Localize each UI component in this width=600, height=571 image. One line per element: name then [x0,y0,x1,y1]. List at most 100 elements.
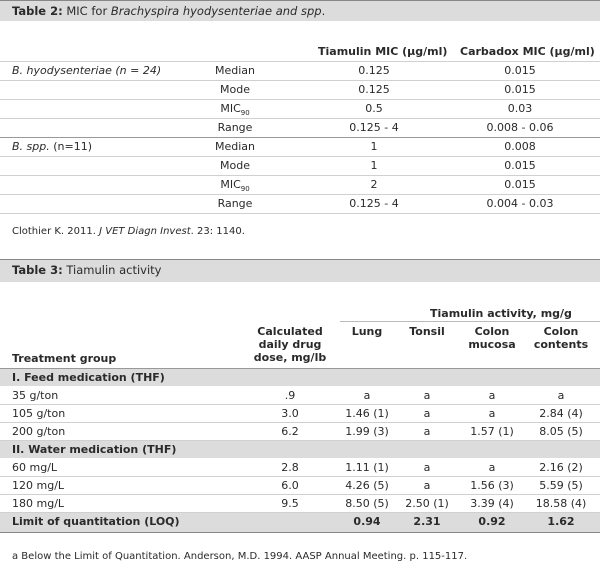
table3-cell-lung: 1.99 (3) [345,425,389,438]
table2-stat-text: Range [217,121,253,134]
table2-stat-label: MIC90 [195,178,275,193]
table2-source-italic: J VET Diagn Invest [99,226,191,237]
table3-cell-contents: 2.84 (4) [539,407,583,420]
table2-source: Clothier K. 2011. J VET Diagn Invest. 23… [12,226,245,237]
table3-treatment-group: 180 mg/L [12,497,65,510]
table2-cell-carbadox: 0.004 - 0.03 [486,197,554,210]
table2-stat-text: MIC [220,102,241,115]
table2-cell-tiamulin: 0.125 - 4 [349,197,399,210]
table3-row-rule [0,494,600,495]
table3-cell-contents: 2.16 (2) [539,461,583,474]
table3-cell-tonsil: a [423,407,431,420]
table2-stat-text: Mode [220,83,250,96]
table3-col-contents: Colon contents [527,325,595,351]
table2-stat-text: Median [214,64,255,77]
table3-super-header: Tiamulin activity, mg/g [430,307,572,320]
table2-title-suffix: . [321,4,326,18]
table3-title-prefix: Table 3: [12,263,63,277]
table2-group-name-italic: B. hyodysenteriae (n = 24) [12,64,162,77]
table2-col-tiamulin: Tiamulin MIC (µg/ml) [318,45,448,58]
table2-title-text: MIC for [66,4,111,18]
table3-cell-contents: a [557,389,565,402]
table2-cell-tiamulin: 0.5 [365,102,383,115]
table3-cell-tonsil: 2.50 (1) [405,497,449,510]
table2-cell-carbadox: 0.008 [504,140,536,153]
table2-row-rule [0,118,600,119]
table3-col-dose: Calculated daily drug dose, mg/lb [250,325,330,364]
table3-cell-tonsil: a [423,389,431,402]
table3-row-rule [0,440,600,441]
table3-title: Table 3: Tiamulin activity [12,263,162,277]
table2-stat-label: Range [195,197,275,210]
table2-cell-tiamulin: 1 [370,159,378,172]
table2-stat-label: Mode [195,159,275,172]
table2-stat-subscript: 90 [240,185,250,194]
table3-section-water: II. Water medication (THF) [12,443,177,456]
table2-group-name-suffix: (n=11) [49,140,92,153]
table3-row-rule [0,404,600,405]
table3-cell-mucosa: a [488,461,496,474]
table2-title: Table 2: MIC for Brachyspira hyodysenter… [12,4,325,18]
table3-treatment-group: 120 mg/L [12,479,65,492]
table2-row-rule [0,137,600,138]
table3-treatment-group: 105 g/ton [12,407,66,420]
table2-stat-label: MIC90 [195,102,275,117]
table3-cell-dose: 2.8 [281,461,299,474]
table3-loq-band [0,513,600,533]
table2-cell-carbadox: 0.015 [504,83,536,96]
table2-row-rule [0,80,600,81]
table2-cell-carbadox: 0.015 [504,178,536,191]
table3-loq-tonsil: 2.31 [413,515,441,528]
table3-col-tonsil: Tonsil [409,325,445,338]
table3-section-feed-band [0,369,600,386]
table2-col-carbadox: Carbadox MIC (µg/ml) [460,45,595,58]
table2-stat-text: MIC [220,178,241,191]
table3-cell-mucosa: 1.57 (1) [470,425,514,438]
table3-header-rule [0,368,600,369]
table2-stat-text: Range [217,197,253,210]
table2-row-rule [0,156,600,157]
table3-title-bar [0,259,600,282]
table2-source-suffix: . 23: 1140. [190,226,245,237]
table3-footnote: a Below the Limit of Quantitation. Ander… [12,551,468,562]
table3-cell-mucosa: 1.56 (3) [470,479,514,492]
table3-row-rule [0,476,600,477]
table2-cell-tiamulin: 0.125 [358,83,390,96]
table3-cell-lung: 1.11 (1) [345,461,389,474]
table2-row-rule [0,175,600,176]
table3-treatment-group: 35 g/ton [12,389,59,402]
table2-cell-carbadox: 0.015 [504,64,536,77]
table3-cell-tonsil: a [423,479,431,492]
table2-title-italic: Brachyspira hyodysenteriae and spp [110,4,322,18]
table2-cell-carbadox: 0.03 [507,102,533,115]
table3-col-dose-line2: daily drug [258,338,322,351]
table3-cell-contents: 18.58 (4) [535,497,587,510]
table2-stat-label: Range [195,121,275,134]
table3-loq-contents: 1.62 [547,515,575,528]
table2-header-rule [0,61,600,62]
table3-row-rule [0,512,600,513]
table3-col-treatment: Treatment group [12,352,117,365]
table3-cell-mucosa: a [488,389,496,402]
table3-cell-tonsil: a [423,425,431,438]
table3-cell-lung: 1.46 (1) [345,407,389,420]
table3-cell-dose: 6.0 [281,479,299,492]
table2-cell-tiamulin: 0.125 - 4 [349,121,399,134]
table3-cell-dose: 3.0 [281,407,299,420]
table3-treatment-group: 200 g/ton [12,425,66,438]
table3-cell-contents: 8.05 (5) [539,425,583,438]
table2-title-bar [0,0,600,21]
table2-source-prefix: Clothier K. 2011. [12,226,100,237]
table3-super-header-rule [340,321,600,322]
table3-cell-lung: 8.50 (5) [345,497,389,510]
table2-stat-label: Median [195,64,275,77]
table3-cell-dose: 6.2 [281,425,299,438]
table2-cell-tiamulin: 0.125 [358,64,390,77]
table3-cell-dose: .9 [284,389,296,402]
table3-col-lung: Lung [351,325,383,338]
table3-cell-lung: 4.26 (5) [345,479,389,492]
table3-cell-mucosa: 3.39 (4) [470,497,514,510]
table3-section-feed: I. Feed medication (THF) [12,371,165,384]
table3-loq-mucosa: 0.92 [478,515,506,528]
table2-group-name: B. hyodysenteriae (n = 24) [12,64,161,77]
